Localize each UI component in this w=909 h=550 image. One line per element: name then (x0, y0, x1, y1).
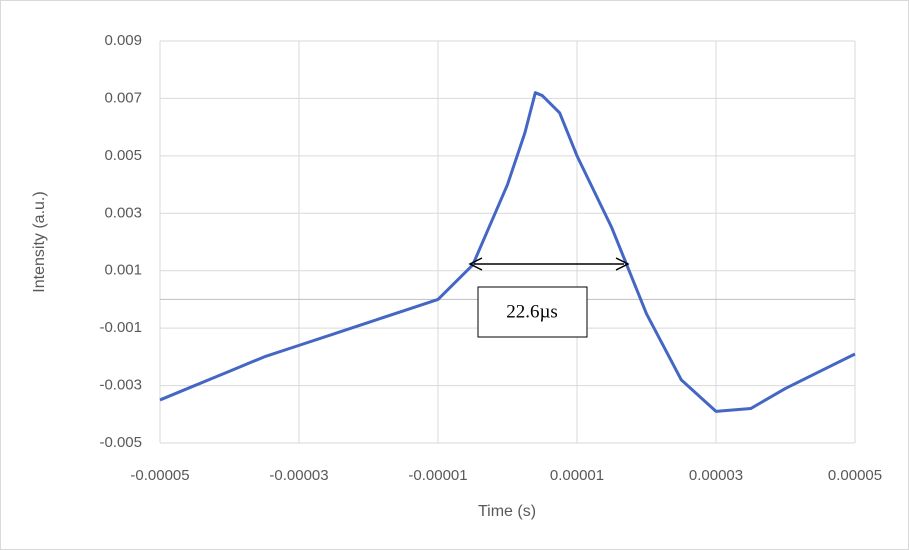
y-tick-label: -0.005 (99, 434, 142, 451)
annotation-text: 22.6µs (506, 301, 558, 322)
y-axis-title: Intensity (a.u.) (31, 191, 48, 292)
x-tick-label: -0.00001 (408, 467, 467, 484)
x-tick-label: 0.00003 (689, 467, 743, 484)
y-tick-label: -0.001 (99, 319, 142, 336)
y-tick-label: 0.005 (104, 147, 142, 164)
y-tick-label: 0.007 (104, 89, 142, 106)
y-tick-label: -0.003 (99, 377, 142, 394)
y-tick-label: 0.001 (104, 262, 142, 279)
annotation-box (477, 286, 588, 338)
data-line (159, 91, 856, 413)
x-tick-label: 0.00001 (550, 467, 604, 484)
x-axis-title: Time (s) (478, 503, 536, 520)
plot-area: 0.009 0.007 0.005 0.003 0.001 -0.001 -0.003 -0.… (99, 32, 882, 484)
x-tick-label: 0.00005 (828, 467, 882, 484)
annotation: 22.6µs (468, 257, 630, 338)
arrow-heads (468, 257, 630, 271)
y-tick-label: 0.009 (104, 32, 142, 49)
x-tick-label: -0.00005 (130, 467, 189, 484)
x-tick-label: -0.00003 (269, 467, 328, 484)
y-tick-label: 0.003 (104, 204, 142, 221)
